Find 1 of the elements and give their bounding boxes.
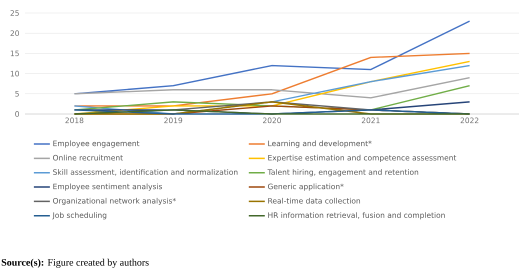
text: Source(s): Figure created by authors xyxy=(2,258,149,268)
